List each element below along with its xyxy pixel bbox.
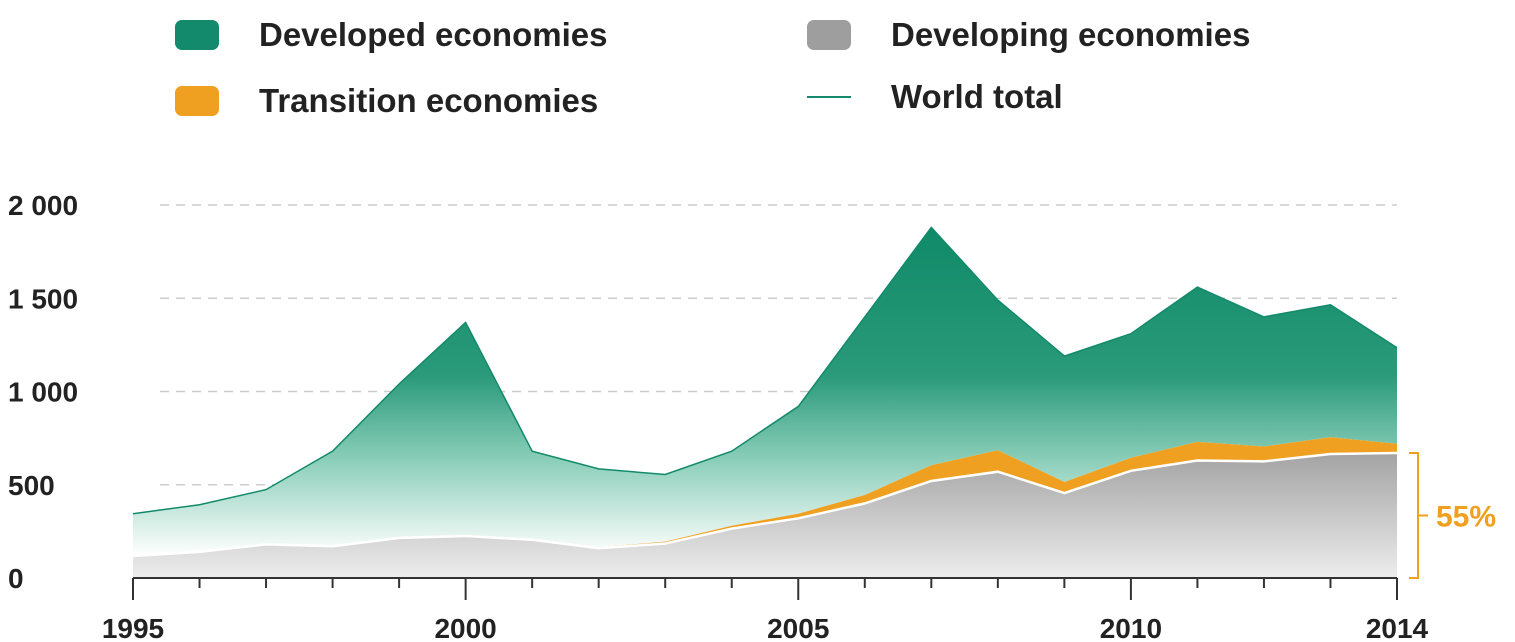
y-tick-label: 0 (8, 563, 24, 594)
legend-label-transition: Transition economies (259, 82, 599, 119)
y-tick-label: 1 500 (8, 283, 78, 314)
legend: Developed economies Developing economies… (175, 10, 1425, 120)
legend-label-world: World total (891, 78, 1063, 115)
annotation-bracket (1409, 452, 1428, 579)
x-tick-label: 2010 (1100, 613, 1162, 642)
legend-label-developed: Developed economies (259, 16, 608, 53)
developing-economies-area (133, 453, 1397, 578)
legend-item-transition: Transition economies (175, 82, 598, 120)
x-tick-label: 1995 (102, 613, 164, 642)
legend-item-developing: Developing economies (807, 16, 1250, 54)
transition-swatch (175, 86, 219, 116)
annotation-label: 55% (1436, 501, 1496, 534)
y-tick-label: 1 000 (8, 377, 78, 408)
world-total-line-swatch (807, 96, 851, 98)
x-tick-label: 2000 (434, 613, 496, 642)
developing-top-edge (132, 451, 1398, 558)
world-total-line (132, 226, 1398, 515)
developed-swatch (175, 20, 219, 50)
developing-swatch (807, 20, 851, 50)
x-tick-label: 2005 (767, 613, 829, 642)
transition-economies-area (133, 437, 1397, 556)
legend-item-world: World total (807, 78, 1063, 116)
y-tick-label: 2 000 (8, 190, 78, 221)
legend-label-developing: Developing economies (891, 16, 1251, 53)
legend-item-developed: Developed economies (175, 16, 607, 54)
axes: 0 500 1 000 1 500 2 000 1995 2000 2005 2010 2014 5… (8, 190, 1496, 642)
x-tick-label: 2014 (1366, 613, 1429, 642)
y-tick-label: 500 (8, 470, 55, 501)
developed-economies-area (133, 227, 1397, 556)
areas (132, 226, 1398, 578)
